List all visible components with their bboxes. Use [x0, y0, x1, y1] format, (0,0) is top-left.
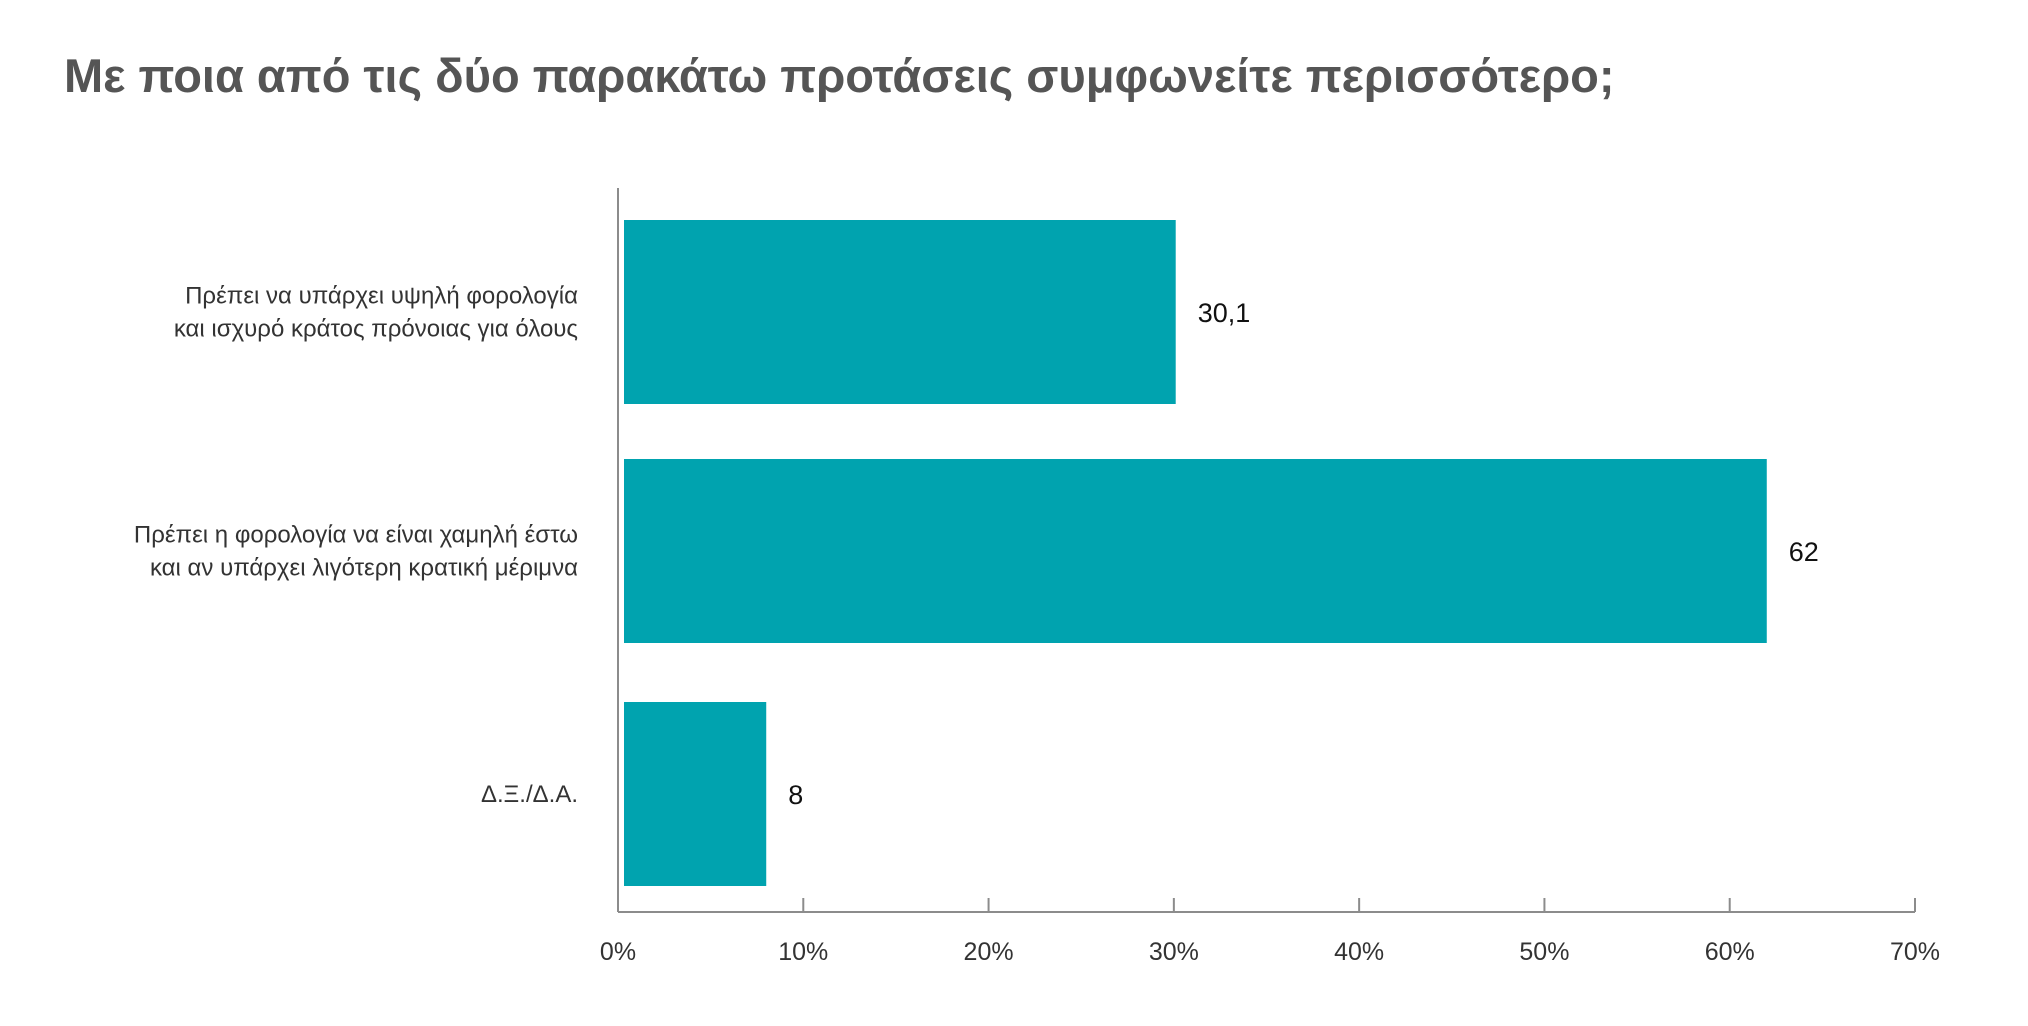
category-label-1: Πρέπει να υπάρχει υψηλή φορολογία και ισχ… [174, 283, 578, 343]
bar-2 [624, 459, 1767, 643]
data-labels-layer: 30,1 62 8 [788, 298, 1819, 810]
category-label-3: Δ.Ξ./Δ.Α. [481, 781, 578, 808]
category-label-line: Πρέπει η φορολογία να είναι χαμηλή έστω [134, 522, 578, 549]
chart-title: Με ποια από τις δύο παρακάτω προτάσεις σ… [64, 49, 1615, 102]
bar-3 [624, 702, 767, 886]
data-label-2: 62 [1789, 537, 1819, 567]
category-labels-layer: Πρέπει να υπάρχει υψηλή φορολογία και ισχ… [134, 283, 578, 809]
x-tick-label-30: 30% [1149, 938, 1199, 966]
bar-1 [624, 220, 1176, 404]
x-tick-label-40: 40% [1334, 938, 1384, 966]
category-label-line: Δ.Ξ./Δ.Α. [481, 781, 578, 808]
category-label-line: και αν υπάρχει λιγότερη κρατική μέριμνα [150, 555, 578, 582]
x-tick-label-50: 50% [1519, 938, 1569, 966]
x-tick-label-20: 20% [964, 938, 1014, 966]
x-tick-label-60: 60% [1705, 938, 1755, 966]
data-label-1: 30,1 [1198, 298, 1251, 328]
data-label-3: 8 [788, 780, 803, 810]
category-label-2: Πρέπει η φορολογία να είναι χαμηλή έστω κ… [134, 522, 578, 582]
bars-layer [624, 220, 1767, 886]
category-label-line: και ισχυρό κράτος πρόνοιας για όλους [174, 316, 578, 343]
x-tick-label-10: 10% [778, 938, 828, 966]
x-tick-label-0: 0% [600, 938, 636, 966]
category-label-line: Πρέπει να υπάρχει υψηλή φορολογία [185, 283, 578, 310]
axis-layer: 0% 10% 20% 30% 40% 50% 60% 70% [600, 188, 1940, 966]
x-tick-label-70: 70% [1890, 938, 1940, 966]
